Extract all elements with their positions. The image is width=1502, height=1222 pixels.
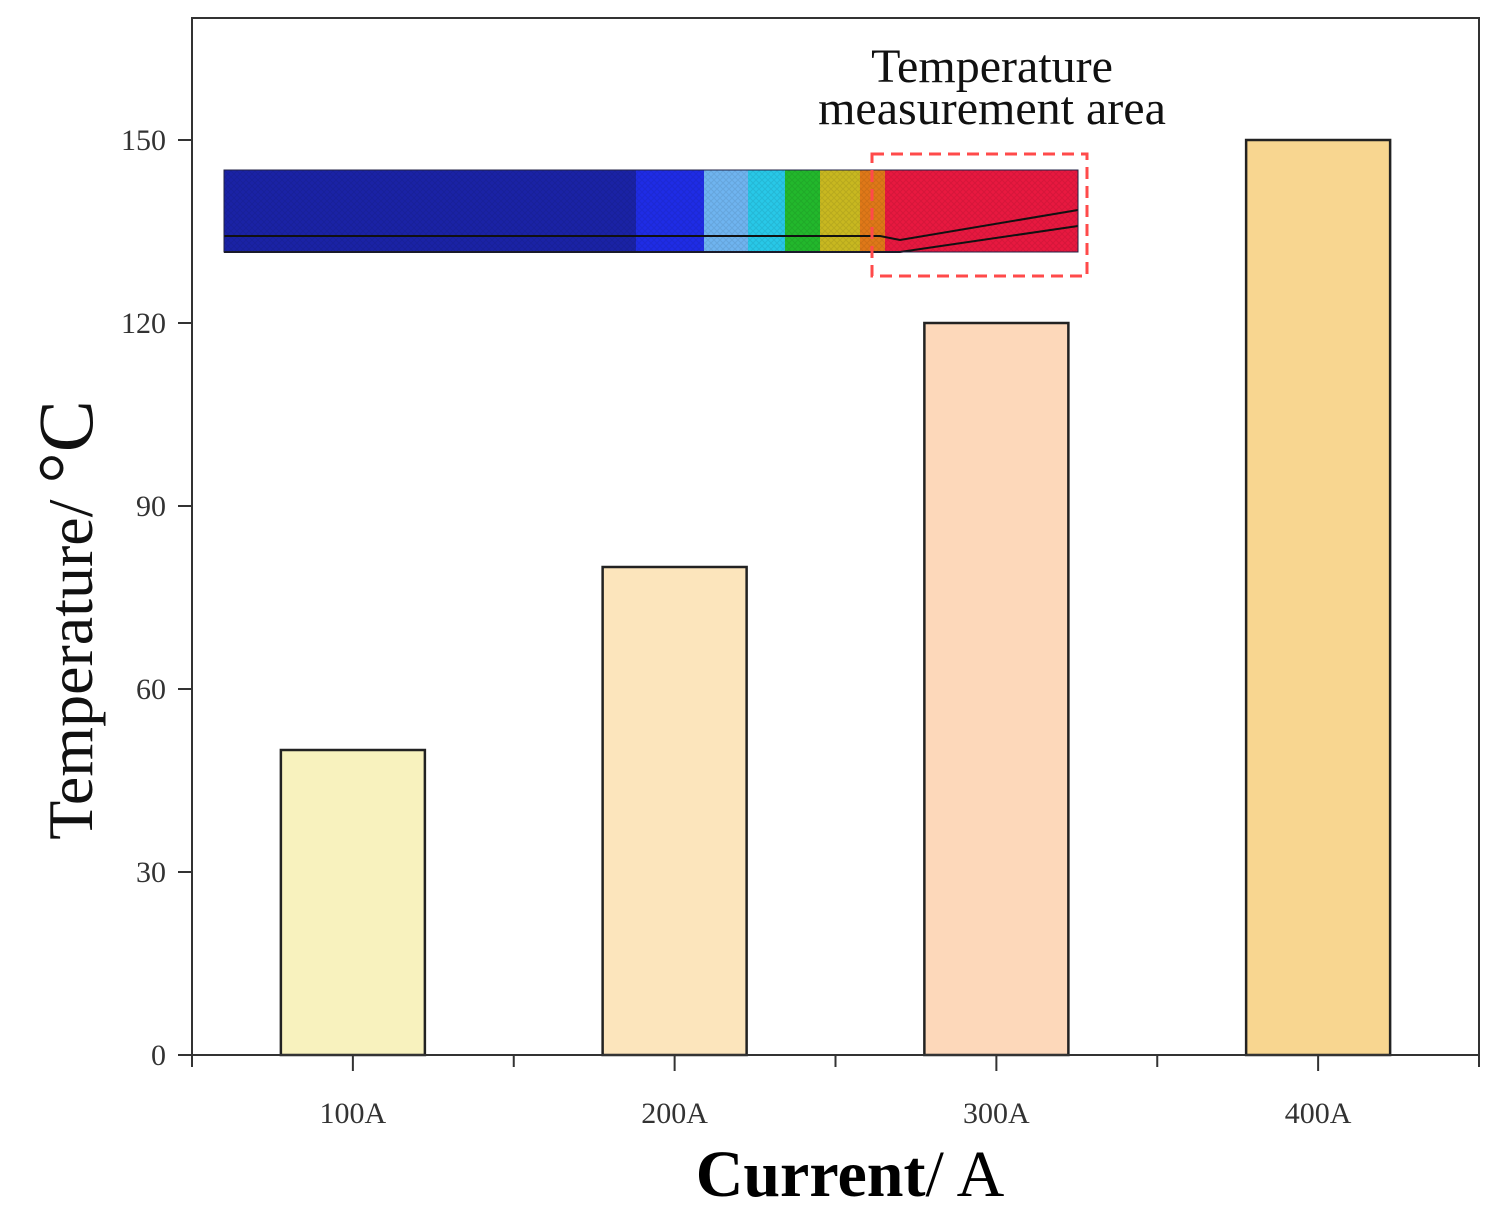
y-axis-title-unit: °C xyxy=(22,400,109,483)
x-tick-label: 400A xyxy=(1285,1097,1352,1130)
y-tick-label: 60 xyxy=(136,673,166,706)
x-axis-ticks: 100A 200A 300A 400A xyxy=(191,1055,1480,1130)
x-axis-title-rest: / A xyxy=(925,1138,1004,1211)
y-axis-ticks: 0 30 60 90 120 150 xyxy=(121,124,192,1072)
bar-group xyxy=(279,138,1392,1057)
y-tick-label: 90 xyxy=(136,490,166,523)
inset-body-mid-line xyxy=(224,209,1079,242)
measurement-caption-line1: Temperature xyxy=(871,40,1113,93)
measurement-area-box xyxy=(870,152,1089,278)
x-tick-label: 300A xyxy=(963,1097,1030,1130)
bar-100A xyxy=(279,748,427,1057)
inset-mesh-overlay xyxy=(224,170,1078,252)
bar-400A xyxy=(1244,138,1392,1057)
thermal-inset xyxy=(223,169,1079,253)
x-axis-title-bold: Current xyxy=(696,1138,926,1211)
y-axis-title-main: Temperature/ xyxy=(35,484,106,840)
y-tick-label: 150 xyxy=(121,124,166,157)
x-axis-title: Current/ A xyxy=(696,1138,1005,1211)
measurement-caption-line2: measurement area xyxy=(818,82,1166,135)
y-tick-label: 0 xyxy=(151,1039,166,1072)
inset-body-outline xyxy=(223,169,1079,253)
x-tick-label: 200A xyxy=(641,1097,708,1130)
bar-200A xyxy=(601,565,748,1057)
bar-300A xyxy=(923,321,1070,1057)
y-axis-title: Temperature/ °C xyxy=(22,400,109,839)
x-tick-label: 100A xyxy=(320,1097,387,1130)
y-tick-label: 120 xyxy=(121,307,166,340)
y-tick-label: 30 xyxy=(136,856,166,889)
